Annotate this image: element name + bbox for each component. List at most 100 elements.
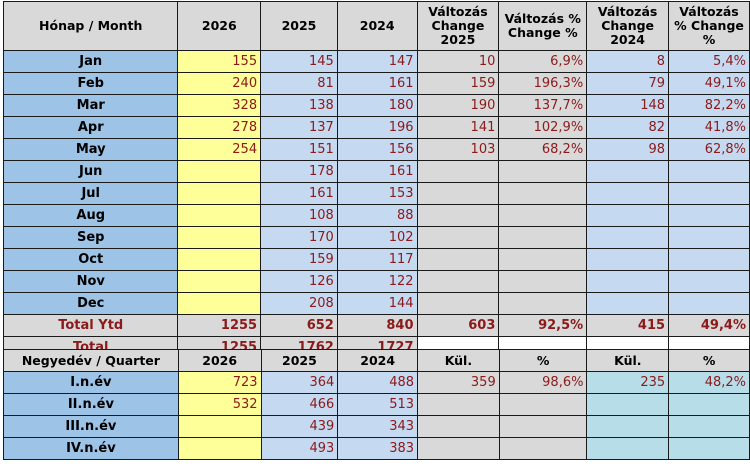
value-2024[interactable]: 144 [336, 292, 418, 315]
value-2025[interactable]: 145 [260, 50, 338, 73]
value-2025[interactable]: 170 [260, 226, 338, 249]
value-2025[interactable]: 208 [260, 292, 338, 315]
change-2024[interactable] [586, 204, 670, 227]
change-2024-pct[interactable]: 82,2% [668, 94, 750, 117]
value-2024[interactable]: 161 [336, 72, 418, 95]
value-2026[interactable] [177, 160, 262, 183]
value-2026[interactable] [177, 248, 262, 271]
change-2024[interactable]: 82 [586, 116, 670, 139]
change-2025-pct[interactable]: 137,7% [498, 94, 588, 117]
value-2025[interactable]: 151 [260, 138, 338, 161]
change-2024-pct[interactable] [668, 182, 750, 205]
month-label[interactable]: May [2, 138, 179, 161]
month-label[interactable]: Mar [2, 94, 179, 117]
value-2024[interactable]: 102 [336, 226, 418, 249]
q-value-2024[interactable]: 488 [337, 371, 419, 394]
change-2025-pct[interactable] [498, 270, 588, 293]
change-2025[interactable] [416, 160, 500, 183]
change-2024[interactable] [586, 270, 670, 293]
value-2024[interactable]: 147 [336, 50, 418, 73]
q-value-2024[interactable]: 343 [337, 415, 419, 438]
change-2025[interactable] [416, 248, 500, 271]
change-2025[interactable] [416, 182, 500, 205]
value-2026[interactable]: 328 [177, 94, 262, 117]
quarter-label[interactable]: IV.n.év [3, 437, 179, 460]
q-pct-2024[interactable] [668, 415, 750, 438]
change-2024[interactable]: 79 [586, 72, 670, 95]
change-2025-pct[interactable]: 6,9% [498, 50, 588, 73]
month-label[interactable]: Sep [2, 226, 179, 249]
change-2025-pct[interactable] [498, 160, 588, 183]
change-2025-pct[interactable]: 102,9% [498, 116, 588, 139]
q-value-2026[interactable]: 723 [177, 371, 262, 394]
value-2025[interactable]: 138 [260, 94, 338, 117]
change-2024[interactable] [586, 160, 670, 183]
change-2024-pct[interactable]: 62,8% [668, 138, 750, 161]
ytd-2025[interactable]: 652 [260, 314, 338, 337]
quarter-label[interactable]: III.n.év [3, 415, 179, 438]
change-2024-pct[interactable]: 49,1% [668, 72, 750, 95]
month-label[interactable]: Apr [2, 116, 179, 139]
q-diff-2024[interactable] [586, 393, 670, 416]
value-2025[interactable]: 81 [260, 72, 338, 95]
q-diff-2025[interactable]: 359 [417, 371, 500, 394]
change-2025-pct[interactable] [498, 248, 588, 271]
ytd-change-2024-pct[interactable]: 49,4% [668, 314, 750, 337]
change-2025[interactable]: 159 [416, 72, 500, 95]
change-2025-pct[interactable]: 196,3% [498, 72, 588, 95]
ytd-2026[interactable]: 1255 [177, 314, 262, 337]
change-2024[interactable]: 148 [586, 94, 670, 117]
value-2026[interactable]: 240 [177, 72, 262, 95]
value-2024[interactable]: 153 [336, 182, 418, 205]
change-2025-pct[interactable] [498, 292, 588, 315]
change-2025[interactable]: 190 [416, 94, 500, 117]
total-ytd-label[interactable]: Total Ytd [2, 314, 179, 337]
value-2025[interactable]: 137 [260, 116, 338, 139]
q-value-2025[interactable]: 439 [260, 415, 339, 438]
value-2025[interactable]: 178 [260, 160, 338, 183]
q-pct-2024[interactable] [668, 437, 750, 460]
value-2026[interactable] [177, 204, 262, 227]
q-pct-2025[interactable] [498, 393, 588, 416]
value-2024[interactable]: 156 [336, 138, 418, 161]
q-value-2026[interactable] [177, 415, 262, 438]
q-diff-2025[interactable] [417, 437, 500, 460]
change-2024[interactable] [586, 292, 670, 315]
change-2024[interactable]: 8 [586, 50, 670, 73]
change-2024-pct[interactable] [668, 226, 750, 249]
value-2026[interactable] [177, 182, 262, 205]
q-value-2024[interactable]: 513 [337, 393, 419, 416]
value-2025[interactable]: 126 [260, 270, 338, 293]
q-value-2026[interactable] [177, 437, 262, 460]
q-value-2024[interactable]: 383 [337, 437, 419, 460]
change-2025-pct[interactable] [498, 182, 588, 205]
q-value-2025[interactable]: 466 [260, 393, 339, 416]
change-2024[interactable]: 98 [586, 138, 670, 161]
month-label[interactable]: Oct [2, 248, 179, 271]
change-2025-pct[interactable] [498, 204, 588, 227]
change-2024-pct[interactable] [668, 270, 750, 293]
change-2025[interactable] [416, 204, 500, 227]
ytd-change-2025-pct[interactable]: 92,5% [498, 314, 588, 337]
change-2025[interactable]: 141 [416, 116, 500, 139]
change-2025-pct[interactable] [498, 226, 588, 249]
value-2024[interactable]: 196 [336, 116, 418, 139]
change-2024-pct[interactable] [668, 248, 750, 271]
q-diff-2024[interactable] [586, 415, 670, 438]
change-2024-pct[interactable]: 41,8% [668, 116, 750, 139]
q-diff-2024[interactable] [586, 437, 670, 460]
value-2026[interactable]: 155 [177, 50, 262, 73]
change-2024[interactable] [586, 182, 670, 205]
month-label[interactable]: Feb [2, 72, 179, 95]
change-2024[interactable] [586, 226, 670, 249]
q-pct-2025[interactable] [498, 415, 588, 438]
change-2024-pct[interactable] [668, 292, 750, 315]
value-2026[interactable]: 254 [177, 138, 262, 161]
q-value-2025[interactable]: 364 [260, 371, 339, 394]
value-2024[interactable]: 122 [336, 270, 418, 293]
change-2024-pct[interactable] [668, 204, 750, 227]
value-2026[interactable]: 278 [177, 116, 262, 139]
q-value-2025[interactable]: 493 [260, 437, 339, 460]
month-label[interactable]: Dec [2, 292, 179, 315]
q-pct-2024[interactable] [668, 393, 750, 416]
